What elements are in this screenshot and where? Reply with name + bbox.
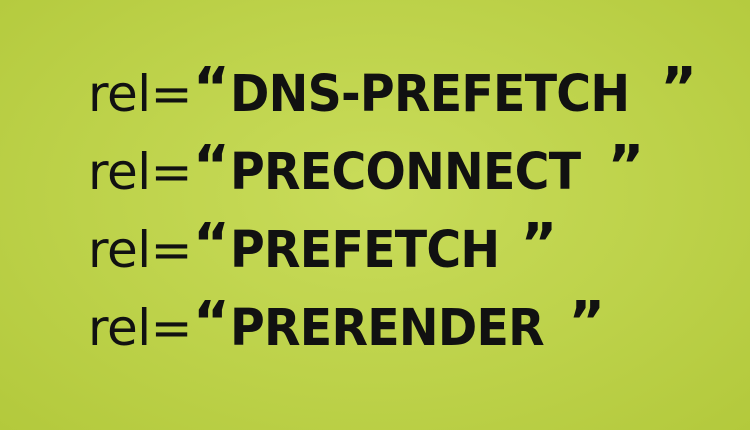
rel-line-dns-prefetch: rel= “DNS-PREFETCH ” [88, 56, 697, 140]
rel-value: PREFETCH [229, 221, 500, 280]
rel-prefix: rel= [88, 299, 193, 357]
open-quote: “ [193, 56, 230, 121]
rel-prefix: rel= [88, 221, 193, 279]
rel-value: DNS-PREFETCH [229, 65, 630, 124]
open-quote: “ [193, 290, 230, 355]
rel-line-prefetch: rel= “PREFETCH ” [88, 212, 557, 296]
rel-prefix: rel= [88, 65, 193, 123]
rel-value: PRERENDER [229, 299, 545, 358]
rel-prefix: rel= [88, 143, 193, 201]
close-quote: ” [660, 56, 698, 121]
close-quote: ” [568, 290, 606, 355]
close-quote: ” [607, 134, 645, 199]
open-quote: “ [193, 134, 230, 199]
open-quote: “ [193, 212, 230, 277]
rel-line-preconnect: rel= “PRECONNECT ” [88, 134, 644, 218]
close-quote: ” [520, 212, 558, 277]
rel-value: PRECONNECT [229, 143, 581, 202]
rel-line-prerender: rel= “PRERENDER ” [88, 290, 605, 374]
